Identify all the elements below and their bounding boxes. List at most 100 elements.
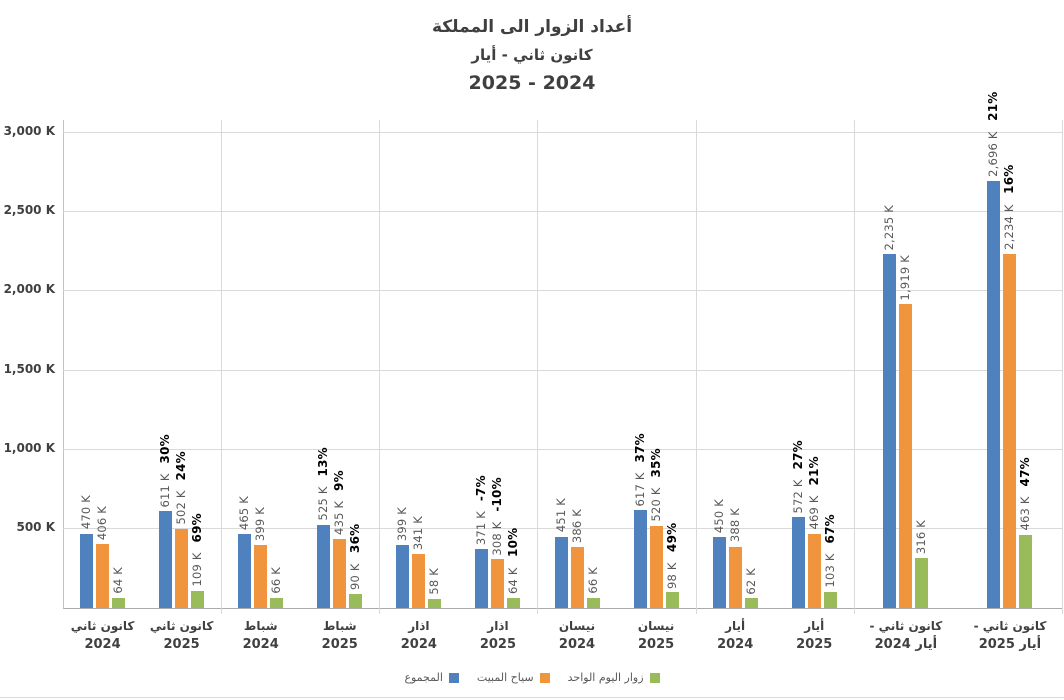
x-axis-label: كانون ثاني 2024	[63, 617, 142, 654]
bar-overnight	[899, 304, 913, 608]
bar-label-stack: 2,696 K 21%	[986, 92, 1000, 177]
bar-label-stack: 406 K	[95, 506, 109, 540]
bar-label-stack: 64 K 10%	[506, 528, 520, 594]
chart-title-line3: 2024 - 2025	[468, 72, 596, 94]
bar-label-stack: 520 K 35%	[649, 448, 663, 521]
value-label: 58 K	[427, 568, 442, 595]
percent-label: 10%	[506, 527, 521, 558]
bar-label-stack: 2,234 K 16%	[1002, 165, 1016, 250]
value-label: 617 K	[632, 472, 647, 507]
bar-day-visitor	[915, 557, 929, 608]
value-label: 371 K	[474, 511, 489, 546]
x-axis-label-year: 2024	[84, 637, 121, 652]
bar-overnight	[649, 525, 663, 608]
x-axis-label-period: اذار	[487, 619, 509, 633]
value-label: 316 K	[914, 519, 929, 554]
x-axis-label-period: اذار	[408, 619, 430, 633]
chart-title-line1: أعداد الزوار الى المملكة	[431, 17, 633, 37]
value-label: 435 K	[332, 500, 347, 536]
value-label: 109 K	[190, 552, 205, 587]
legend-item-overnight: سياح المبيت	[477, 671, 550, 684]
percent-label: 47%	[1018, 457, 1033, 487]
legend-label-total: المجموع	[404, 671, 443, 684]
gridline	[63, 290, 1062, 292]
legend-swatch-overnight-icon	[539, 672, 550, 683]
bar-label-stack: 341 K	[411, 516, 425, 550]
y-axis-tick-label: 1,500 K	[3, 361, 55, 376]
category-separator	[379, 120, 381, 614]
bar-day-visitor	[823, 591, 837, 608]
x-axis-label-period: كانون ثاني	[149, 619, 214, 633]
bar-total	[712, 536, 726, 608]
legend-swatch-total-icon	[448, 672, 459, 683]
bar-total	[238, 534, 252, 608]
x-axis-label-period: شباط	[322, 619, 357, 633]
value-label: 2,696 K	[986, 131, 1001, 178]
value-label: 451 K	[553, 498, 568, 533]
bar-overnight	[96, 543, 110, 608]
percent-label: 27%	[790, 439, 805, 470]
value-label: 388 K	[727, 508, 742, 543]
bar-overnight	[412, 554, 426, 608]
category-separator	[537, 120, 539, 614]
percent-label: 37%	[632, 432, 647, 463]
percent-label: 35%	[648, 448, 663, 478]
percent-label: 69%	[190, 513, 205, 543]
x-axis-label-year: 2025	[163, 637, 200, 652]
legend-label-overnight: سياح المبيت	[476, 671, 534, 684]
percent-label: -10%	[490, 476, 505, 512]
x-axis-label-year: 2024	[717, 637, 754, 652]
legend-item-total: المجموع	[404, 671, 459, 684]
bar-label-stack: 2,235 K	[882, 205, 896, 251]
x-axis-label-year: أيار 2024	[874, 637, 938, 652]
bar-label-stack: 469 K 21%	[807, 456, 821, 529]
bar-overnight	[728, 546, 742, 608]
gridline	[63, 369, 1062, 371]
bar-label-stack: 66 K	[269, 567, 283, 594]
bar-label-stack: 388 K	[728, 508, 742, 542]
value-label: 2,234 K	[1002, 204, 1017, 251]
bar-day-visitor	[428, 598, 442, 608]
bar-label-stack: 399 K	[253, 507, 267, 541]
x-axis-label-year: 2024	[400, 637, 437, 652]
bar-day-visitor	[507, 597, 521, 608]
percent-label: -7%	[474, 475, 489, 502]
bar-overnight	[333, 539, 347, 608]
plot-area	[63, 120, 1063, 609]
percent-label: 24%	[174, 451, 189, 481]
bar-total	[883, 254, 897, 608]
x-axis-label-year: أيار 2025	[978, 637, 1042, 652]
bar-overnight	[254, 544, 268, 608]
x-axis-label-year: 2025	[479, 637, 517, 652]
value-label: 463 K	[1018, 496, 1033, 531]
bar-label-stack: 502 K 24%	[174, 451, 188, 524]
bar-day-visitor	[1019, 534, 1033, 608]
bar-label-stack: 572 K 27%	[791, 440, 805, 513]
percent-label: 9%	[332, 470, 347, 491]
bar-label-stack: 58 K	[427, 568, 441, 595]
x-axis-label-year: 2025	[321, 637, 358, 652]
value-label: 62 K	[743, 567, 758, 595]
x-axis-label: اذار 2024	[379, 617, 458, 654]
x-axis-label: اذار 2025	[458, 617, 537, 654]
x-axis-label: كانون ثاني - أيار 2025	[958, 617, 1062, 654]
bar-label-stack: 1,919 K	[898, 255, 912, 301]
category-separator	[1062, 120, 1063, 614]
bar-overnight	[570, 546, 584, 608]
x-axis-label-period: نيسان	[637, 619, 675, 633]
value-label: 470 K	[79, 495, 94, 530]
chart-title-line2: كانون ثاني - أيار	[471, 46, 593, 64]
x-axis-label: كانون ثاني - أيار 2024	[854, 617, 958, 654]
x-axis-label-period: كانون ثاني	[70, 619, 135, 633]
percent-label: 21%	[986, 92, 1001, 122]
bar-label-stack: 611 K 30%	[158, 434, 172, 507]
bar-label-stack: 62 K	[744, 568, 758, 595]
x-axis-label-period: أيار	[804, 619, 825, 633]
legend: المجموع سياح المبيت زوار اليوم الواحد	[0, 671, 1064, 684]
bar-day-visitor	[191, 590, 205, 608]
value-label: 502 K	[174, 490, 189, 525]
value-label: 66 K	[585, 566, 600, 594]
x-axis-label: نيسان 2025	[617, 617, 696, 654]
bar-label-stack: 316 K	[914, 520, 928, 554]
x-axis-label-year: 2025	[637, 637, 675, 652]
